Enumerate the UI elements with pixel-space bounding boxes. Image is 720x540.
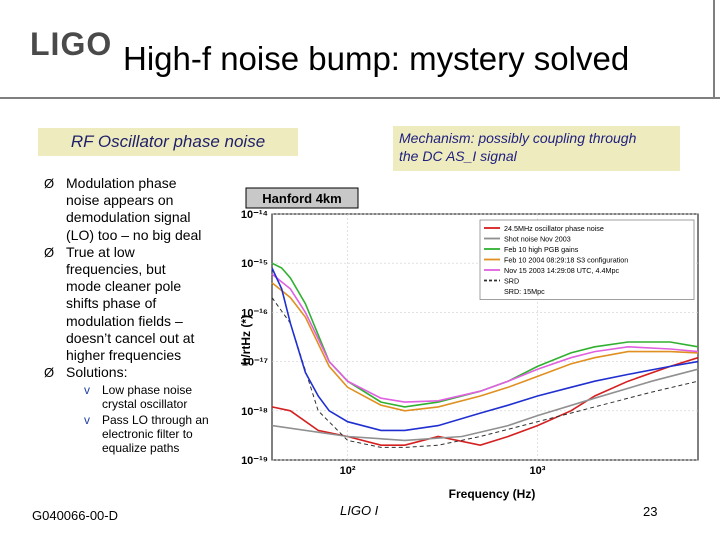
- bullet-line: mode cleaner pole: [66, 278, 182, 295]
- bullet-line: True at low: [66, 243, 135, 260]
- y-tick-label: 10⁻¹⁹: [241, 455, 268, 467]
- bullet-line: Solutions:: [66, 364, 128, 381]
- chart-y-axis-label: h/rtHz (*): [239, 315, 253, 365]
- bullet-line: modulation fields –: [66, 312, 183, 329]
- legend-box: [479, 219, 695, 300]
- bullet-item: Ø Solutions:: [44, 364, 234, 381]
- bullet-item: Ø True at low frequencies, but mode clea…: [44, 244, 234, 364]
- chart-title: Hanford 4km: [262, 191, 341, 206]
- bullet-line: frequencies, but: [66, 261, 166, 278]
- series-line: [271, 273, 699, 403]
- page-number: 23: [643, 504, 658, 519]
- sub-bullet-line: Pass LO through an: [102, 413, 209, 428]
- legend-note: SRD: 15Mpc: [504, 287, 545, 296]
- bullet-line: higher frequencies: [66, 347, 182, 364]
- arrow-bullet-icon: Ø: [44, 176, 55, 191]
- bullet-line: Modulation phase: [66, 175, 177, 191]
- y-tick-label: 10⁻¹⁸: [241, 406, 268, 418]
- bullet-item: Ø Modulation phase noise appears on demo…: [44, 175, 234, 244]
- mechanism-line-1: Mechanism: possibly coupling through: [399, 130, 637, 146]
- ligo-logo: LIGO: [30, 26, 113, 62]
- sub-bullet-line: electronic filter to: [102, 427, 193, 442]
- legend-entry: Feb 10 high PGB gains: [504, 245, 579, 254]
- bullet-line: (LO) too – no big deal: [66, 226, 202, 243]
- y-tick-label: 10⁻¹⁷: [242, 357, 269, 369]
- bullet-line: noise appears on: [66, 192, 174, 209]
- mechanism-callout: Mechanism: possibly coupling through the…: [393, 126, 680, 171]
- mechanism-line-2: the DC AS_I signal: [399, 148, 517, 164]
- legend-entry: Shot noise Nov 2003: [504, 235, 571, 244]
- series-line: [271, 267, 699, 432]
- bullet-line: shifts phase of: [66, 295, 157, 312]
- legend-entry: Feb 10 2004 08:29:18 S3 configuration: [504, 256, 628, 265]
- diamond-bullet-icon: v: [84, 383, 90, 398]
- series-line: [271, 356, 699, 447]
- slide-title: High-f noise bump: mystery solved: [123, 40, 630, 77]
- bullet-list: Ø Modulation phase noise appears on demo…: [44, 175, 234, 455]
- sub-bullet-line: equalize paths: [102, 441, 180, 456]
- legend-entry: SRD: [504, 277, 519, 286]
- noise-spectrum-chart: Hanford 4km h/rtHz (*) Frequency (Hz) 10…: [232, 180, 720, 504]
- sub-bullet-line: crystal oscillator: [102, 397, 188, 412]
- arrow-bullet-icon: Ø: [44, 365, 55, 381]
- bullet-line: doesn’t cancel out at: [66, 329, 195, 346]
- y-tick-label: 10⁻¹⁶: [241, 307, 268, 319]
- x-tick-label: 10²: [340, 465, 356, 477]
- bullet-line: demodulation signal: [66, 209, 191, 226]
- document-number: G040066-00-D: [32, 508, 118, 523]
- header-vertical-rule: [713, 0, 715, 98]
- series-line: [271, 297, 699, 448]
- chart-x-axis-label: Frequency (Hz): [449, 487, 536, 501]
- diamond-bullet-icon: v: [84, 413, 90, 428]
- arrow-bullet-icon: Ø: [44, 244, 55, 260]
- x-tick-label: 10³: [530, 465, 546, 477]
- sub-bullet-item: v Pass LO through an electronic filter t…: [80, 413, 234, 455]
- legend-entry: Nov 15 2003 14:29:08 UTC, 4.4Mpc: [504, 266, 619, 275]
- y-tick-label: 10⁻¹⁴: [241, 209, 268, 221]
- rf-oscillator-label: RF Oscillator phase noise: [38, 128, 298, 156]
- sub-bullet-line: Low phase noise: [102, 383, 193, 398]
- header-rule: [0, 97, 720, 99]
- legend-entry: 24.5MHz oscillator phase noise: [504, 224, 604, 233]
- sub-bullet-item: v Low phase noise crystal oscillator: [80, 383, 234, 411]
- footer-project: LIGO I: [340, 503, 379, 518]
- series-line: [271, 368, 699, 442]
- y-tick-label: 10⁻¹⁵: [241, 258, 268, 270]
- series-line: [271, 262, 699, 408]
- series-line: [271, 282, 699, 412]
